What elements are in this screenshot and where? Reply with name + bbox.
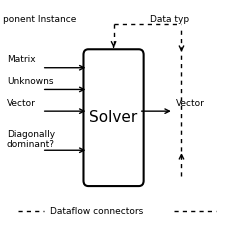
Text: Data typ: Data typ — [150, 15, 190, 24]
Text: Vector: Vector — [7, 99, 36, 108]
Text: Matrix: Matrix — [7, 55, 36, 64]
Text: dominant?: dominant? — [7, 140, 55, 149]
FancyBboxPatch shape — [83, 49, 144, 186]
Text: Solver: Solver — [89, 110, 138, 125]
Text: Diagonally: Diagonally — [7, 130, 55, 139]
Text: Unknowns: Unknowns — [7, 77, 53, 86]
Text: Dataflow connectors: Dataflow connectors — [49, 207, 143, 216]
Text: ponent Instance: ponent Instance — [3, 15, 76, 24]
Text: Vector: Vector — [176, 99, 204, 108]
